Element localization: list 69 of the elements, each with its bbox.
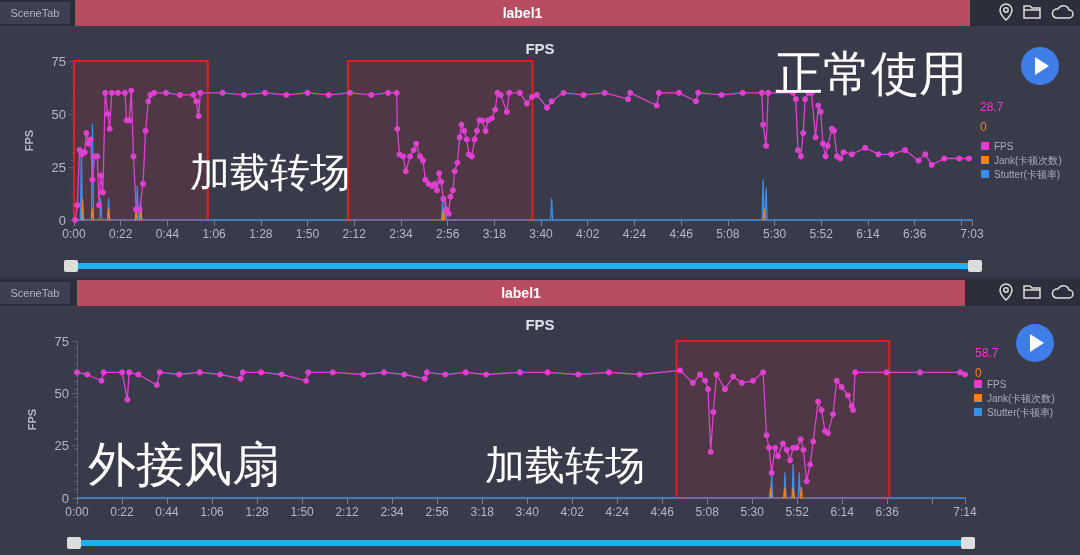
x-tick-label: 0:00 — [62, 227, 86, 241]
x-tick-label: 6:14 — [856, 227, 880, 241]
x-tick-label: 7:14 — [953, 505, 977, 519]
x-tick-label: 4:24 — [605, 505, 630, 519]
text: 28.7 — [980, 100, 1004, 114]
x-tick-label: 2:12 — [342, 227, 367, 241]
x-tick-label: 2:56 — [425, 505, 450, 519]
x-tick-label: 1:28 — [249, 227, 273, 241]
y-tick-label: 75 — [51, 53, 66, 69]
x-tick-label: 0:22 — [109, 227, 133, 241]
x-tick-label: 2:34 — [380, 505, 405, 519]
x-tick-label: 6:14 — [830, 505, 855, 519]
x-tick-label: 0:44 — [155, 505, 180, 519]
x-tick-label: 4:46 — [669, 227, 694, 241]
chart-title: FPS — [525, 316, 555, 333]
x-tick-label: 0:44 — [155, 227, 180, 241]
text: label1 — [77, 280, 965, 306]
annotation: 加载转场 — [485, 441, 645, 490]
y-tick-label: 50 — [54, 385, 69, 401]
x-tick-label: 5:08 — [695, 505, 720, 519]
x-tick-label: 5:30 — [740, 505, 765, 519]
x-tick-label: 0:00 — [65, 505, 89, 519]
legend-label: Stutter(卡顿率) — [994, 168, 1061, 180]
text: SceneTab — [0, 282, 70, 304]
x-tick-label: 4:46 — [650, 505, 675, 519]
annotation: 正常使用 — [775, 44, 967, 103]
x-tick-label: 4:24 — [622, 227, 647, 241]
x-tick-label: 2:34 — [389, 227, 413, 241]
legend-label: FPS — [994, 140, 1014, 152]
text: 0 — [980, 120, 987, 134]
x-tick-label: 4:02 — [576, 227, 600, 241]
y-tick-label: 75 — [54, 333, 69, 349]
x-tick-label: 6:36 — [875, 505, 900, 519]
x-tick-label: 5:08 — [716, 227, 740, 241]
x-tick-label: 6:36 — [903, 227, 927, 241]
y-axis-title: FPS — [25, 408, 38, 431]
y-tick-label: 50 — [51, 106, 66, 122]
text: 0 — [975, 366, 982, 380]
x-tick-label: 1:50 — [295, 227, 320, 241]
y-tick-label: 25 — [51, 159, 66, 175]
x-tick-label: 1:06 — [202, 227, 227, 241]
y-tick-label: 0 — [58, 212, 66, 228]
x-tick-label: 2:56 — [435, 227, 460, 241]
legend-label: Jank(卡顿次数) — [994, 154, 1062, 166]
legend-label: Jank(卡顿次数) — [987, 392, 1055, 404]
x-tick-label: 3:18 — [482, 227, 507, 241]
x-tick-label: 5:52 — [809, 227, 834, 241]
x-tick-label: 5:30 — [762, 227, 787, 241]
x-tick-label: 5:52 — [785, 505, 810, 519]
x-tick-label: 3:18 — [470, 505, 495, 519]
annotation: 外接风扇 — [88, 435, 280, 494]
y-tick-label: 25 — [54, 438, 69, 454]
x-tick-label: 4:02 — [560, 505, 585, 519]
x-tick-label: 3:40 — [529, 227, 554, 241]
legend-label: Stutter(卡顿率) — [987, 406, 1054, 418]
chart-title: FPS — [525, 40, 555, 57]
x-tick-label: 0:22 — [110, 505, 135, 519]
text: label1 — [75, 0, 970, 26]
text: 58.7 — [975, 346, 999, 360]
x-tick-label: 7:03 — [960, 227, 984, 241]
text: SceneTab — [0, 2, 70, 24]
x-tick-label: 3:40 — [515, 505, 540, 519]
x-tick-label: 2:12 — [335, 505, 360, 519]
legend-label: FPS — [987, 378, 1007, 390]
y-axis-title: FPS — [22, 129, 35, 152]
y-tick-label: 0 — [61, 490, 69, 506]
x-tick-label: 1:28 — [245, 505, 270, 519]
x-tick-label: 1:50 — [290, 505, 315, 519]
x-tick-label: 1:06 — [200, 505, 225, 519]
